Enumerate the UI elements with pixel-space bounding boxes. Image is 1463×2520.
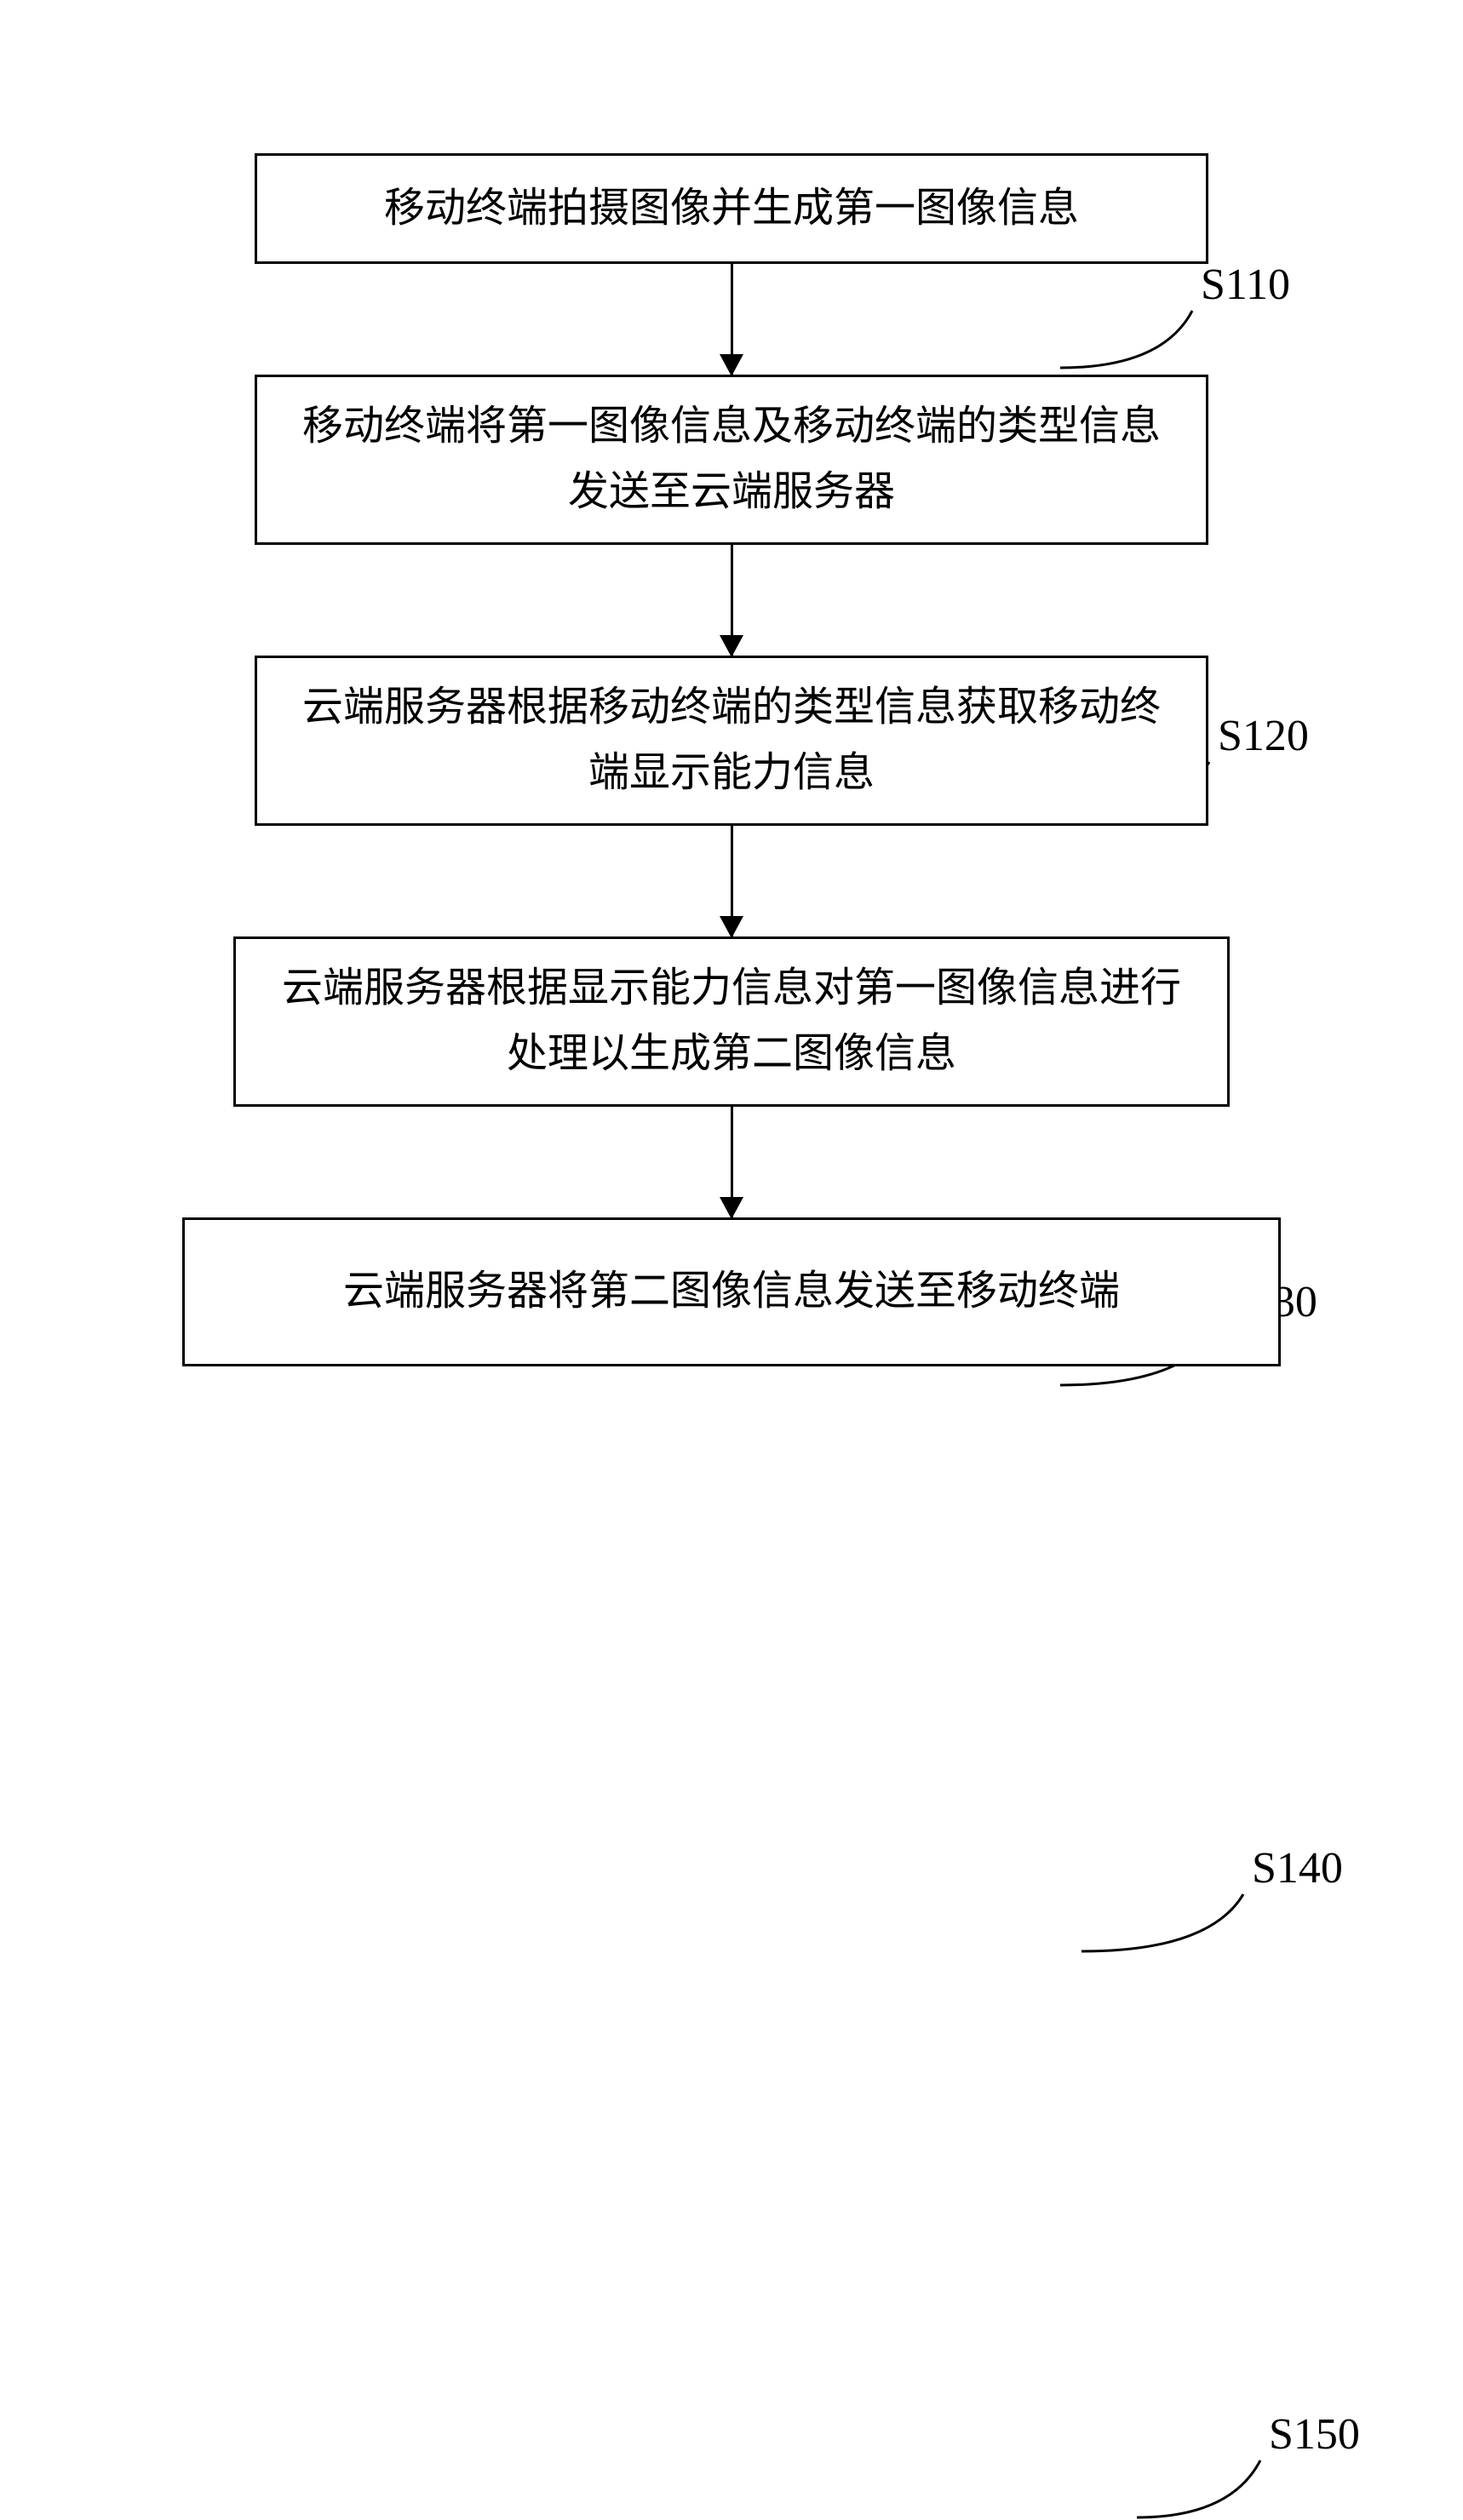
step-box-s130: 云端服务器根据移动终端的类型信息获取移动终端显示能力信息 — [255, 656, 1208, 826]
step-label-s150: S150 — [1269, 2409, 1360, 2460]
arrow-2 — [731, 545, 733, 656]
flow-step-s120: S120 移动终端将第一图像信息及移动终端的类型信息发送至云端服务器 — [0, 375, 1463, 545]
flowchart-container: S110 移动终端拍摄图像并生成第一图像信息 S120 移动终端将第一图像信息及… — [0, 0, 1463, 1842]
step-label-s140: S140 — [1252, 1843, 1343, 1893]
callout-curve-s150 — [1137, 2456, 1265, 2520]
flow-step-s110: S110 移动终端拍摄图像并生成第一图像信息 — [0, 153, 1463, 264]
arrow-1 — [731, 264, 733, 375]
step-box-s140: 云端服务器根据显示能力信息对第一图像信息进行处理以生成第二图像信息 — [233, 936, 1230, 1107]
flow-step-s140: S140 云端服务器根据显示能力信息对第一图像信息进行处理以生成第二图像信息 — [0, 936, 1463, 1107]
step-box-s150: 云端服务器将第二图像信息发送至移动终端 — [182, 1217, 1281, 1366]
flow-step-s130: S130 云端服务器根据移动终端的类型信息获取移动终端显示能力信息 — [0, 656, 1463, 826]
callout-curve-s140 — [1081, 1890, 1248, 1954]
step-text-s130: 云端服务器根据移动终端的类型信息获取移动终端显示能力信息 — [291, 675, 1172, 806]
arrow-3 — [731, 826, 733, 936]
arrow-4 — [731, 1107, 733, 1217]
step-label-s110: S110 — [1201, 260, 1290, 310]
flow-step-s150: S150 云端服务器将第二图像信息发送至移动终端 — [0, 1217, 1463, 1366]
callout-curve-s110 — [1060, 306, 1196, 370]
step-box-s110: 移动终端拍摄图像并生成第一图像信息 — [255, 153, 1208, 264]
step-text-s150: 云端服务器将第二图像信息发送至移动终端 — [343, 1259, 1120, 1325]
step-text-s110: 移动终端拍摄图像并生成第一图像信息 — [384, 176, 1079, 242]
step-text-s140: 云端服务器根据显示能力信息对第一图像信息进行处理以生成第二图像信息 — [270, 956, 1193, 1087]
step-text-s120: 移动终端将第一图像信息及移动终端的类型信息发送至云端服务器 — [291, 394, 1172, 525]
step-box-s120: 移动终端将第一图像信息及移动终端的类型信息发送至云端服务器 — [255, 375, 1208, 545]
